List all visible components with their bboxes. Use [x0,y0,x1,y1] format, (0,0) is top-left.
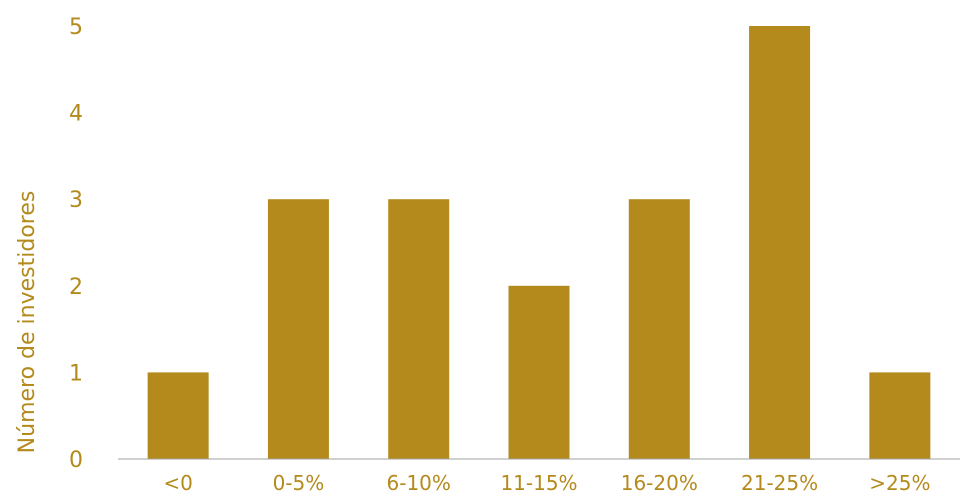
x-tick-label: 21-25% [741,471,818,495]
bar [147,372,209,459]
bar [869,372,931,459]
x-axis-ticks: <0 0-5% 6-10% 11-15% 16-20% 21-25% >25% [163,471,930,495]
y-tick-label: 5 [69,15,83,40]
y-tick-label: 1 [69,361,83,386]
x-tick-label: <0 [163,471,192,495]
bar [267,199,329,459]
y-axis-ticks: 0 1 2 3 4 5 [69,15,83,473]
bar [508,285,570,459]
bar [388,199,450,459]
x-tick-label: 11-15% [500,471,577,495]
y-tick-label: 0 [69,448,83,473]
x-tick-label: 6-10% [387,471,451,495]
x-tick-label: 0-5% [273,471,325,495]
y-axis-label: Número de investidores [15,191,40,454]
bar [749,26,811,459]
bars [147,26,931,459]
y-tick-label: 2 [69,275,83,300]
x-tick-label: >25% [869,471,930,495]
bar [628,199,690,459]
x-tick-label: 16-20% [621,471,698,495]
y-tick-label: 3 [69,188,83,213]
y-tick-label: 4 [69,102,83,127]
